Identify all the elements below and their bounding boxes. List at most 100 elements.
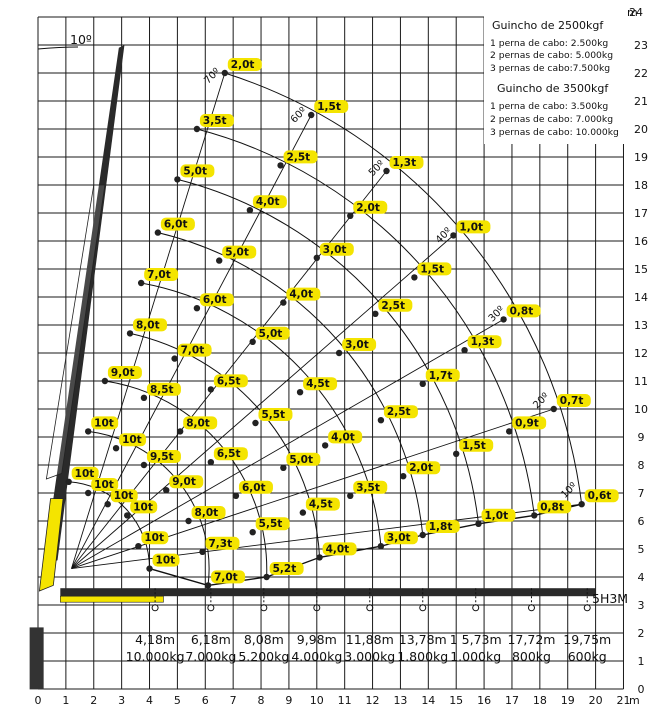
capacity-dot bbox=[140, 461, 148, 469]
capacity-label-bg bbox=[467, 335, 502, 349]
capacity-label: 10t bbox=[122, 434, 142, 446]
angle-label: 40º bbox=[434, 226, 454, 246]
y-tick-label: 9 bbox=[638, 431, 645, 444]
capacity-label-bg bbox=[389, 156, 424, 169]
y-tick-label: 22 bbox=[634, 67, 648, 80]
capacity-label-bg bbox=[286, 287, 321, 301]
crane-boom bbox=[29, 45, 596, 690]
capacity-label: 3,0t bbox=[345, 339, 369, 351]
x-tick-label: 14 bbox=[421, 694, 435, 707]
x-tick-label: 12 bbox=[366, 694, 380, 707]
capacity-label-bg bbox=[91, 478, 119, 491]
reach-capacity: 10.000kg bbox=[126, 649, 185, 664]
capacity-label: 5,0t bbox=[183, 165, 207, 177]
capacity-dot bbox=[400, 473, 407, 480]
reach-distance: 9,98m bbox=[297, 632, 337, 647]
capacity-label: 9,5t bbox=[150, 451, 174, 463]
capacity-label: 1,5t bbox=[317, 101, 341, 113]
capacity-label: 6,5t bbox=[217, 375, 241, 387]
x-tick-label: 9 bbox=[285, 694, 292, 707]
y-tick-label: 12 bbox=[634, 347, 648, 360]
capacity-label-bg bbox=[328, 430, 363, 444]
capacity-points: 2,0t 1,5t 1,3t 1,0t 0,8t 0,7t 0,6t 3,5t 2,5t 2,0t… bbox=[65, 58, 619, 589]
capacity-dot bbox=[377, 417, 385, 424]
capacity-label-bg bbox=[146, 450, 181, 463]
boom-main-section bbox=[43, 45, 125, 566]
capacity-label: 9,0t bbox=[111, 367, 135, 379]
reach-capacity: 1.000kg bbox=[450, 649, 501, 664]
x-tick-label: 13 bbox=[393, 694, 407, 707]
capacity-label: 5,0t bbox=[225, 247, 249, 259]
capacity-label: 1,0t bbox=[459, 221, 483, 233]
load-arc bbox=[68, 481, 151, 569]
capacity-dot bbox=[171, 355, 178, 362]
y-tick-label: 14 bbox=[634, 291, 648, 304]
x-tick-label: 10 bbox=[310, 694, 324, 707]
capacity-label-bg bbox=[119, 433, 147, 447]
capacity-label-bg bbox=[255, 517, 290, 531]
capacity-dot bbox=[347, 492, 354, 499]
y-tick-label: 8 bbox=[638, 459, 645, 472]
capacity-dot bbox=[419, 380, 426, 387]
capacity-label-bg bbox=[227, 58, 262, 71]
capacity-label-bg bbox=[584, 489, 619, 503]
x-tick-label: 21 bbox=[616, 694, 630, 707]
y-tick-label: 23 bbox=[634, 39, 648, 52]
capacity-dot bbox=[174, 176, 181, 183]
reach-distance: 1 5,73m bbox=[450, 632, 502, 647]
capacity-dot bbox=[313, 254, 320, 261]
angle-label: 60º bbox=[289, 105, 309, 125]
capacity-dot bbox=[146, 565, 153, 572]
capacity-label: 7,0t bbox=[181, 345, 205, 357]
capacity-label-bg bbox=[238, 480, 273, 494]
capacity-label-bg bbox=[199, 114, 234, 127]
reach-table: 4,18m 10.000kg 6,18m 7.000kg 8,08m 5.200kg 9,9… bbox=[126, 588, 611, 664]
capacity-label: 6,5t bbox=[217, 448, 241, 460]
capacity-label-bg bbox=[211, 570, 246, 584]
capacity-dot bbox=[249, 338, 256, 345]
capacity-label: 10t bbox=[94, 417, 114, 429]
legend-winch-2500-title: Guincho de 2500kgf bbox=[492, 19, 604, 32]
capacity-label-bg bbox=[314, 100, 349, 113]
y-tick-label: 24 bbox=[629, 6, 643, 19]
capacity-label-bg bbox=[213, 374, 248, 388]
capacity-dot bbox=[419, 531, 426, 539]
x-tick-label: 11 bbox=[338, 694, 352, 707]
capacity-label: 10t bbox=[133, 501, 153, 513]
capacity-label: 0,6t bbox=[588, 490, 612, 502]
capacity-label-bg bbox=[322, 542, 357, 556]
capacity-dot bbox=[347, 212, 354, 219]
reach-hook bbox=[151, 604, 159, 612]
capacity-label-bg bbox=[417, 262, 452, 276]
x-tick-label: 3 bbox=[118, 694, 125, 707]
x-tick-label: 18 bbox=[533, 694, 547, 707]
capacity-label: 4,0t bbox=[331, 431, 355, 443]
x-tick-label: 4 bbox=[146, 694, 153, 707]
capacity-label-bg bbox=[255, 326, 290, 340]
capacity-dot bbox=[280, 299, 287, 306]
capacity-dot bbox=[185, 517, 192, 525]
capacity-label-bg bbox=[512, 416, 547, 430]
y-tick-label: 4 bbox=[638, 571, 645, 584]
capacity-dot bbox=[249, 529, 256, 536]
boom-angle-label: 10º bbox=[70, 32, 92, 47]
y-tick-label: 21 bbox=[634, 95, 648, 108]
reach-hook bbox=[260, 604, 268, 612]
capacity-label: 4,0t bbox=[256, 196, 280, 208]
y-tick-label: 13 bbox=[634, 319, 648, 332]
capacity-label-bg bbox=[319, 242, 354, 256]
capacity-dot bbox=[299, 509, 307, 516]
capacity-dot bbox=[135, 543, 142, 550]
capacity-dot bbox=[137, 279, 145, 287]
y-tick-label: 0 bbox=[638, 683, 645, 696]
capacity-label-bg bbox=[305, 497, 340, 511]
capacity-dot bbox=[277, 162, 284, 169]
capacity-label-bg bbox=[146, 382, 181, 396]
capacity-label: 4,0t bbox=[326, 543, 350, 555]
x-tick-label: 1 bbox=[62, 694, 69, 707]
capacity-dot bbox=[163, 487, 170, 494]
capacity-label-bg bbox=[269, 562, 304, 575]
reach-capacity: 1.800kg bbox=[397, 649, 448, 664]
load-arc bbox=[157, 232, 424, 536]
reach-capacity: 800kg bbox=[512, 649, 551, 664]
